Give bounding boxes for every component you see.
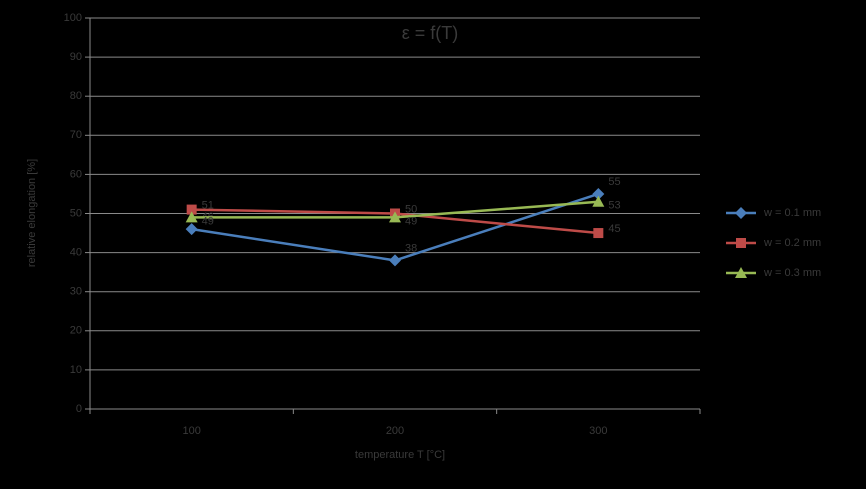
marker xyxy=(185,211,198,223)
x-tick-label: 100 xyxy=(182,425,200,437)
x-tick-label: 200 xyxy=(386,425,404,437)
data-label: 49 xyxy=(405,215,417,227)
y-tick-label: 70 xyxy=(70,129,82,141)
x-tick-label: 300 xyxy=(589,425,607,437)
y-tick-label: 50 xyxy=(70,207,82,219)
legend-label: w = 0.1 mm xyxy=(763,207,821,219)
data-label: 45 xyxy=(608,223,620,235)
x-axis-label: temperature T [°C] xyxy=(355,449,445,461)
y-axis-label: relative elongation [%] xyxy=(26,159,38,267)
marker xyxy=(592,195,605,207)
marker xyxy=(389,211,401,223)
y-tick-label: 100 xyxy=(64,12,82,24)
legend-label: w = 0.2 mm xyxy=(763,237,821,249)
data-label: 38 xyxy=(405,242,417,254)
legend-marker xyxy=(735,267,747,278)
data-label: 50 xyxy=(405,203,417,215)
y-tick-label: 10 xyxy=(70,364,82,376)
marker xyxy=(593,228,604,239)
y-tick-label: 20 xyxy=(70,325,82,337)
y-tick-label: 80 xyxy=(70,90,82,102)
data-label: 53 xyxy=(608,200,620,212)
y-tick-label: 30 xyxy=(70,286,82,298)
legend-marker xyxy=(735,207,747,219)
chart-title: ε = f(T) xyxy=(402,23,459,43)
marker xyxy=(186,204,197,215)
y-tick-label: 60 xyxy=(70,168,82,180)
y-tick-label: 0 xyxy=(76,403,82,415)
y-tick-label: 90 xyxy=(70,51,82,63)
data-label: 51 xyxy=(202,199,214,211)
y-tick-label: 40 xyxy=(70,247,82,259)
marker xyxy=(389,254,401,267)
legend-marker xyxy=(736,238,746,248)
marker xyxy=(592,187,605,200)
marker xyxy=(185,223,198,236)
legend-label: w = 0.3 mm xyxy=(763,267,821,279)
data-label: 55 xyxy=(608,176,620,188)
data-label: 49 xyxy=(202,215,214,227)
